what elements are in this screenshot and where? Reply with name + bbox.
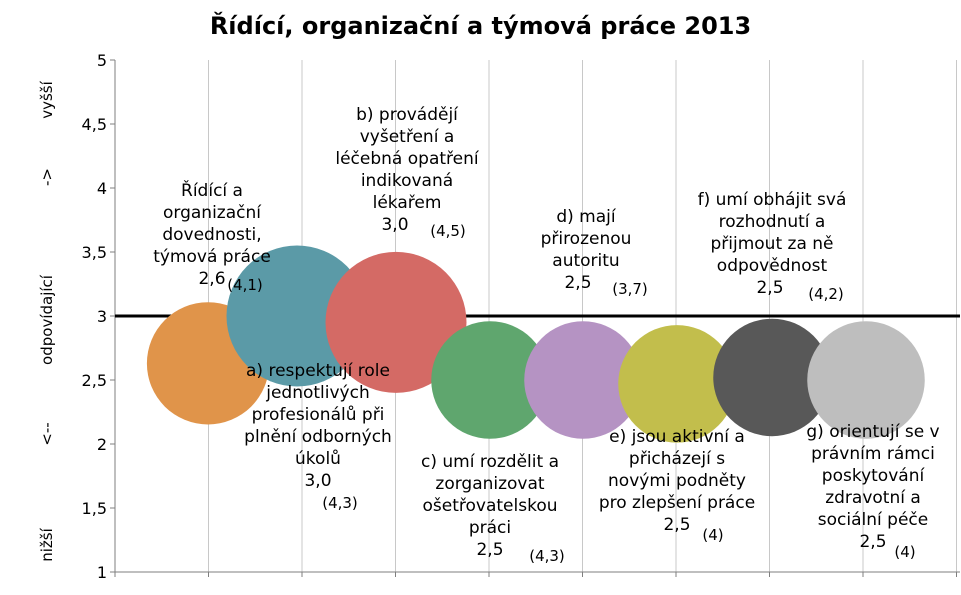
bubble bbox=[618, 325, 736, 443]
y-annotation-down-arrow: <-- bbox=[38, 422, 56, 445]
bubble-label-line: profesionálů při bbox=[252, 405, 385, 425]
y-tick-label: 2 bbox=[97, 435, 107, 454]
bubble-note: (4,5) bbox=[430, 222, 466, 240]
bubble-label-line: lékařem bbox=[373, 193, 442, 213]
bubble-label-line: f) umí obhájit svá bbox=[698, 190, 847, 210]
bubble-label-line: vyšetření a bbox=[360, 127, 455, 147]
bubble-value: 2,5 bbox=[564, 273, 591, 293]
bubble bbox=[325, 251, 467, 393]
bubble-value: 2,5 bbox=[756, 278, 783, 298]
y-tick-label: 4,5 bbox=[82, 115, 107, 134]
y-annotation-high: vyšší bbox=[38, 80, 56, 118]
bubble-label-line: zorganizovat bbox=[435, 474, 545, 494]
bubble-label-line: dovednosti, bbox=[162, 225, 261, 245]
bubble-note: (4,1) bbox=[227, 276, 263, 294]
y-tick-label: 3,5 bbox=[82, 243, 107, 262]
bubble-note: (4,3) bbox=[322, 494, 358, 512]
bubble-note: (3,7) bbox=[612, 280, 648, 298]
bubble-label-line: e) jsou aktivní a bbox=[609, 427, 745, 447]
y-tick-label: 2,5 bbox=[82, 371, 107, 390]
bubble-note: (4) bbox=[702, 526, 723, 544]
bubble-label-line: přirozenou bbox=[541, 229, 632, 249]
bubble-label-line: g) orientují se v bbox=[806, 422, 939, 442]
bubble-label-line: právním rámci bbox=[811, 444, 935, 464]
bubble-label-line: autoritu bbox=[552, 251, 619, 271]
bubble-value: 3,0 bbox=[381, 215, 408, 235]
bubble-label-line: přijmout za ně bbox=[710, 234, 833, 254]
y-tick-label: 5 bbox=[97, 51, 107, 70]
bubble-label-line: organizační bbox=[163, 203, 262, 223]
bubble-label-line: b) provádějí bbox=[356, 105, 459, 125]
y-annotation-mid: odpovídající bbox=[38, 274, 56, 365]
bubble-label-line: sociální péče bbox=[818, 510, 928, 530]
bubble-value: 2,5 bbox=[476, 540, 503, 560]
bubble-label-line: týmová práce bbox=[153, 247, 271, 267]
bubble bbox=[713, 318, 831, 437]
y-annotation-up-arrow: -> bbox=[38, 168, 56, 186]
bubble-value: 3,0 bbox=[304, 471, 331, 491]
bubble-label-line: léčebná opatření bbox=[335, 149, 479, 169]
bubble bbox=[524, 321, 642, 439]
bubble-label-line: pro zlepšení práce bbox=[599, 493, 755, 513]
bubble-label-line: Řídící a bbox=[181, 179, 243, 201]
y-annotation-low: nižší bbox=[38, 527, 56, 561]
y-tick-label: 3 bbox=[97, 307, 107, 326]
bubble-label-line: a) respektují role bbox=[246, 361, 390, 381]
y-tick-label: 1 bbox=[97, 563, 107, 582]
bubble-label-line: jednotlivých bbox=[265, 383, 370, 403]
bubble bbox=[807, 321, 925, 439]
bubble-label-line: rozhodnutí a bbox=[719, 212, 826, 232]
bubble-note: (4,2) bbox=[808, 285, 844, 303]
bubble-label-line: práci bbox=[469, 518, 511, 538]
bubble-value: 2,5 bbox=[859, 532, 886, 552]
bubble-note: (4) bbox=[894, 543, 915, 561]
bubble-label-line: plnění odborných bbox=[244, 427, 392, 447]
chart-title: Řídící, organizační a týmová práce 2013 bbox=[209, 12, 752, 40]
bubble-label-line: poskytování bbox=[822, 466, 926, 486]
bubble-label-line: přicházejí s bbox=[629, 449, 725, 469]
bubble-value: 2,5 bbox=[663, 515, 690, 535]
bubble-label-line: odpovědnost bbox=[717, 256, 828, 276]
bubble bbox=[431, 321, 549, 439]
bubble-label-line: novými podněty bbox=[608, 471, 746, 491]
bubble-label-line: indikovaná bbox=[361, 171, 453, 191]
bubble-label-line: zdravotní a bbox=[825, 488, 921, 508]
y-tick-label: 4 bbox=[97, 179, 107, 198]
bubble-label-line: ošetřovatelskou bbox=[423, 496, 558, 516]
bubble-label-line: d) mají bbox=[556, 207, 617, 227]
y-tick-label: 1,5 bbox=[82, 499, 107, 518]
bubble-value: 2,6 bbox=[198, 269, 225, 289]
bubble-note: (4,3) bbox=[529, 547, 565, 565]
bubble-label-line: c) umí rozdělit a bbox=[421, 452, 559, 472]
bubble-label-line: úkolů bbox=[295, 449, 341, 469]
